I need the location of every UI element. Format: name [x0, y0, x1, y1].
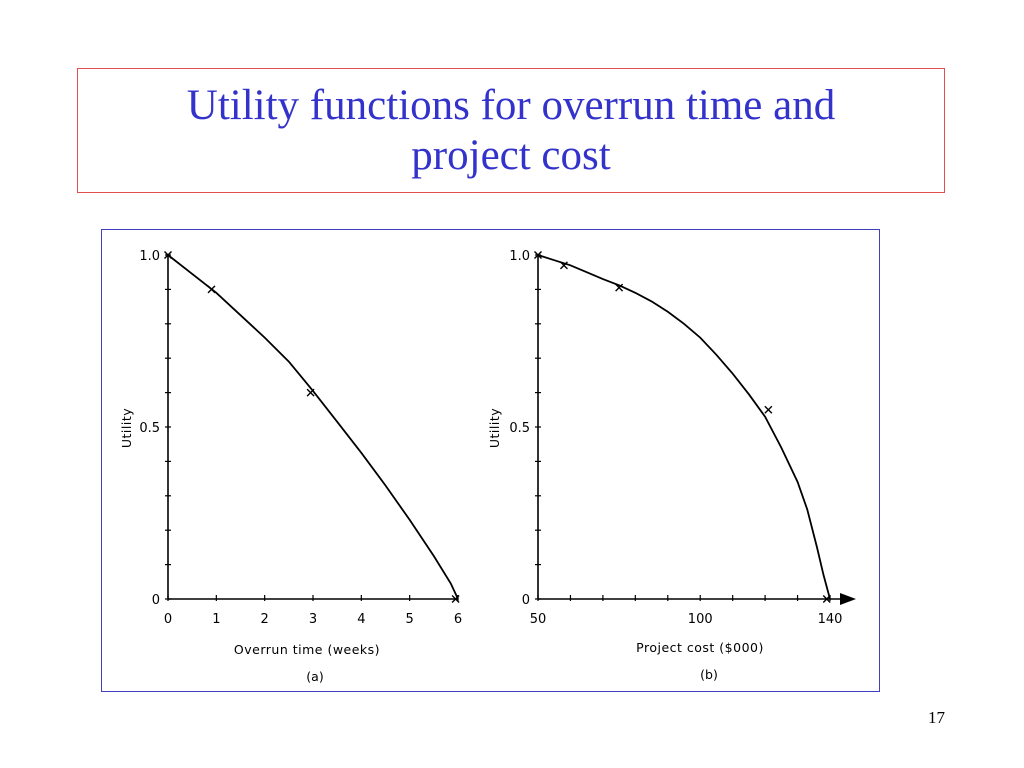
chart-a-panel-label: (a): [306, 669, 323, 684]
chart-a-data-point: [207, 285, 216, 294]
chart-b: 0 0.5 1.0 50 100 140 Utility Project cost ($0…: [487, 249, 856, 682]
chart-b-x-tick-label: 140: [818, 612, 843, 627]
chart-a-x-tick-label: 5: [406, 612, 414, 627]
chart-a-x-tick-label: 6: [454, 612, 462, 627]
chart-b-x-label: Project cost ($000): [636, 640, 764, 655]
chart-b-x-axis-arrow: [840, 593, 856, 605]
chart-a-data-point: [451, 595, 460, 603]
chart-a-y-tick-label: 0: [152, 593, 160, 608]
slide-title: Utility functions for overrun time and p…: [186, 82, 836, 179]
slide-title-box: Utility functions for overrun time and p…: [77, 68, 945, 193]
chart-b-data-point: [534, 251, 542, 259]
figure-frame: 0 0.5 1.0 0 1 2 3 4 5 6 Utility Overrun time (wee…: [101, 229, 880, 692]
chart-b-curve: [537, 254, 831, 600]
utility-charts: 0 0.5 1.0 0 1 2 3 4 5 6 Utility Overrun time (wee…: [119, 249, 856, 684]
chart-a-x-tick-label: 0: [164, 612, 172, 627]
chart-b-data-point: [764, 405, 773, 414]
chart-a-y-tick-label: 0.5: [139, 421, 160, 436]
chart-b-y-tick-label: 1.0: [509, 249, 530, 264]
chart-b-panel-label: (b): [700, 667, 718, 682]
chart-a-x-tick-label: 2: [261, 612, 269, 627]
chart-a-x-tick-label: 4: [357, 612, 365, 627]
chart-b-y-tick-label: 0.5: [509, 421, 530, 436]
chart-a-data-point: [164, 251, 172, 259]
chart-a-y-label: Utility: [119, 408, 134, 448]
chart-b-data-point: [615, 283, 624, 292]
chart-b-data-point: [559, 261, 568, 270]
chart-a-x-tick-label: 3: [309, 612, 317, 627]
chart-b-x-tick-label: 100: [688, 612, 713, 627]
chart-b-y-label: Utility: [487, 408, 502, 448]
chart-b-data-point: [822, 595, 831, 603]
chart-a-y-tick-label: 1.0: [139, 249, 160, 264]
chart-a-ticks: 0 0.5 1.0 0 1 2 3 4 5 6: [139, 249, 462, 627]
chart-b-x-tick-label: 50: [530, 612, 547, 627]
chart-b-ticks: 0 0.5 1.0 50 100 140: [509, 249, 842, 627]
chart-a-x-label: Overrun time (weeks): [234, 642, 380, 657]
chart-b-y-tick-label: 0: [522, 593, 530, 608]
chart-a-x-tick-label: 1: [212, 612, 220, 627]
chart-b-markers: [534, 251, 831, 603]
chart-a-data-point: [306, 388, 315, 397]
slide-number: 17: [928, 708, 945, 727]
chart-a-curve: [167, 254, 459, 600]
chart-a: 0 0.5 1.0 0 1 2 3 4 5 6 Utility Overrun time (wee…: [119, 249, 462, 684]
chart-a-markers: [164, 251, 460, 603]
